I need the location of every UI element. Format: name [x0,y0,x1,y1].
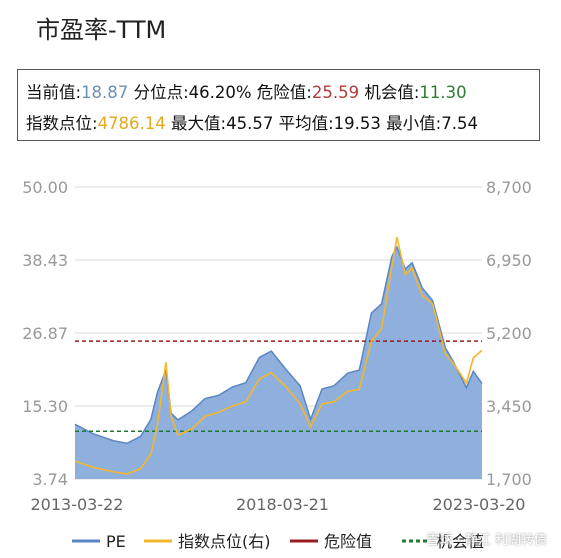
current-value: 18.87 [81,83,129,102]
legend-label: 机会值 [436,532,484,551]
min-label: 最小值: [386,114,442,133]
legend-item: 危险值 [290,532,372,551]
right-tick-label: 6,950 [486,251,532,270]
watermark: 雪球 · 静江 利湖转债 [426,533,547,548]
x-tick-label: 2023-03-20 [433,495,526,514]
left-axis-ticks: 3.74 15.30 26.87 38.43 50.00 [22,178,68,489]
x-axis-ticks: 2013-03-22 2018-03-21 2023-03-20 [31,495,526,514]
avg-value: 19.53 [333,114,381,133]
right-tick-label: 8,700 [486,178,532,197]
legend-item: PE [72,532,126,551]
legend: PE 指数点位(右) 危险值 机会值 [72,532,484,551]
opportunity-label: 机会值: [364,83,420,102]
info-box: 当前值:18.87 分位点:46.20% 危险值:25.59 机会值:11.30… [17,69,540,141]
left-tick-label: 15.30 [22,397,68,416]
index-label: 指数点位: [26,114,98,133]
x-tick-label: 2018-03-21 [236,495,329,514]
right-axis-ticks: 1,700 3,450 5,200 6,950 8,700 [486,178,532,489]
info-line-1: 当前值:18.87 分位点:46.20% 危险值:25.59 机会值:11.30 [26,79,467,103]
pe-line [74,245,483,445]
left-tick-label: 3.74 [32,470,68,489]
pe-area [75,247,482,479]
legend-item: 指数点位(右) [144,532,271,551]
danger-label: 危险值: [256,83,312,102]
left-tick-label: 50.00 [22,178,68,197]
danger-value: 25.59 [311,83,360,102]
left-tick-label: 26.87 [22,324,68,343]
legend-label: 指数点位(右) [178,532,271,551]
opportunity-value: 11.30 [419,83,467,102]
legend-label: 危险值 [324,532,372,551]
right-tick-label: 5,200 [486,324,532,343]
percentile-value: 46.20% [188,83,252,102]
avg-label: 平均值: [278,114,334,133]
current-label: 当前值: [26,83,82,102]
info-line-2: 指数点位:4786.14 最大值:45.57 平均值:19.53 最小值:7.5… [26,110,478,134]
percentile-label: 分位点: [133,83,189,102]
min-value: 7.54 [441,114,478,133]
right-tick-label: 3,450 [486,397,532,416]
chart-title: 市盈率-TTM [36,16,167,44]
index-line [74,236,483,475]
max-value: 45.57 [226,114,274,133]
max-label: 最大值: [171,114,227,133]
index-value: 4786.14 [97,114,166,133]
legend-item: 机会值 [402,532,484,551]
right-tick-label: 1,700 [486,470,532,489]
x-tick-label: 2013-03-22 [31,495,124,514]
left-tick-label: 38.43 [22,251,68,270]
legend-label: PE [106,532,126,551]
